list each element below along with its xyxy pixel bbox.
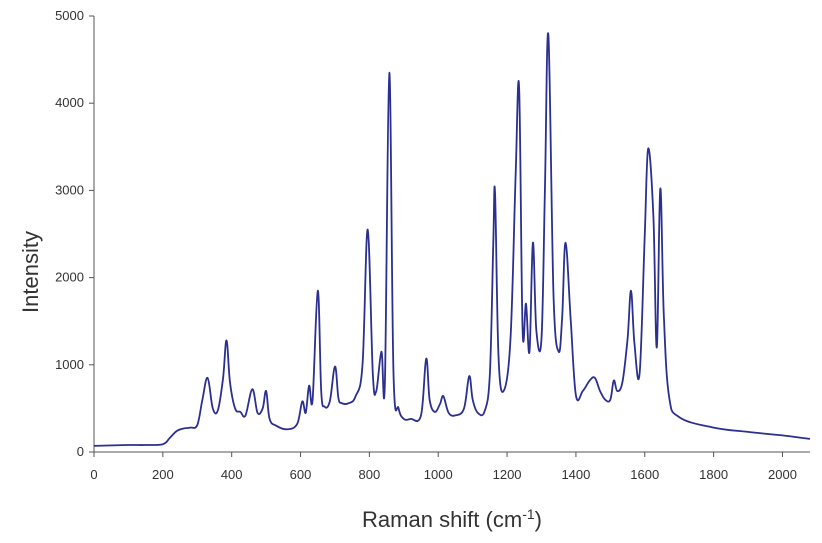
axes: [89, 15, 810, 457]
x-tick-label: 400: [221, 467, 243, 482]
x-axis-title-text: Raman shift (cm: [362, 507, 522, 532]
y-tick-label: 2000: [55, 270, 84, 285]
x-tick-label: 200: [152, 467, 174, 482]
y-tick-label: 3000: [55, 182, 84, 197]
x-tick-label: 800: [359, 467, 381, 482]
x-axis-title-suffix: ): [535, 507, 542, 532]
tick-labels: 0 200 400 600 800 1000 1200 1400 1600 1800 2000 0 10…: [55, 8, 797, 482]
y-tick-label: 0: [77, 444, 84, 459]
x-axis-title-superscript: -1: [522, 506, 535, 522]
x-tick-label: 600: [290, 467, 312, 482]
spectrum-line: [93, 32, 811, 447]
series-layer: [93, 32, 811, 447]
x-tick-label: 1400: [561, 467, 590, 482]
y-tick-label: 1000: [55, 357, 84, 372]
x-tick-label: 2000: [768, 467, 797, 482]
y-axis-title: Intensity: [18, 231, 43, 313]
x-tick-label: 0: [90, 467, 97, 482]
y-tick-label: 5000: [55, 8, 84, 23]
x-axis-title: Raman shift (cm-1): [362, 506, 542, 532]
y-tick-label: 4000: [55, 95, 84, 110]
x-tick-label: 1200: [493, 467, 522, 482]
x-tick-label: 1800: [699, 467, 728, 482]
x-tick-label: 1600: [630, 467, 659, 482]
x-tick-label: 1000: [424, 467, 453, 482]
